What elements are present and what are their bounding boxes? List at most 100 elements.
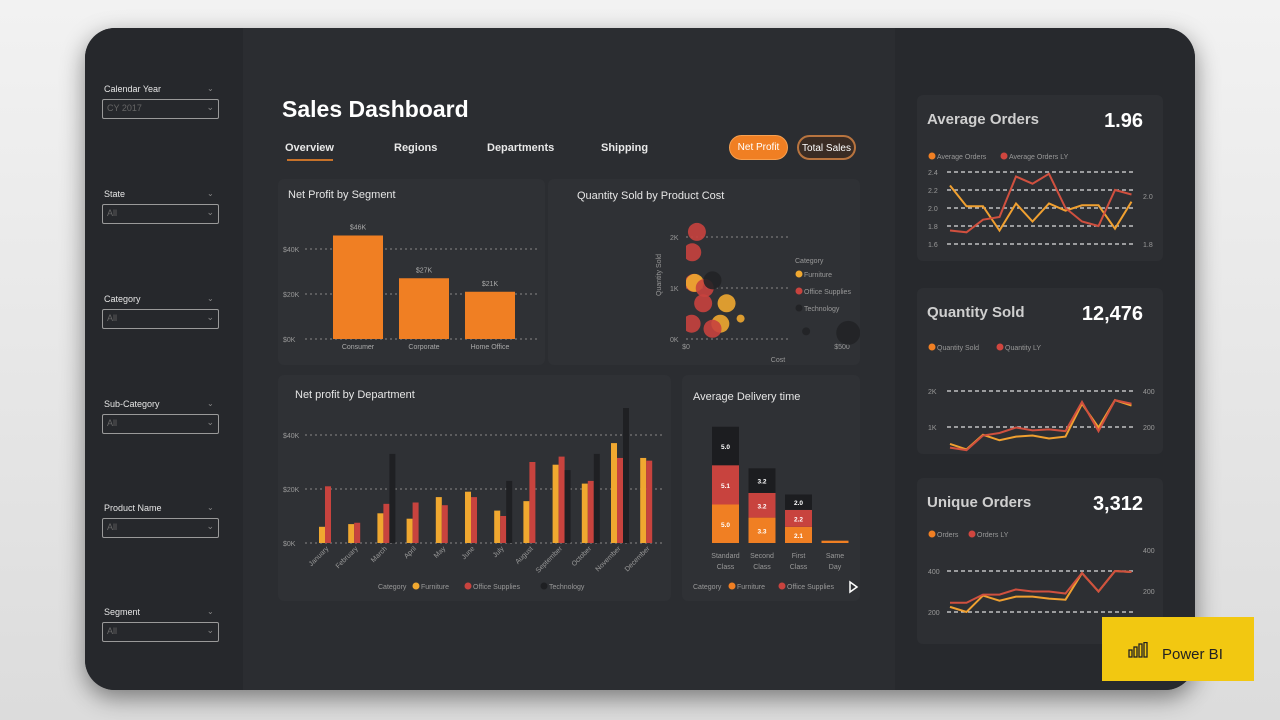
legend-dot [928, 152, 936, 160]
x-tick-label: Class [790, 564, 808, 571]
collapse-chevron-icon[interactable]: ⌄ [207, 294, 214, 303]
bar [587, 480, 594, 543]
collapse-chevron-icon[interactable]: ⌄ [207, 84, 214, 93]
total-sales-button[interactable]: Total Sales [797, 135, 856, 160]
filter-sidebar: Calendar Year ⌄ CY 2017 ⌄ State ⌄ All ⌄ Cate… [85, 28, 243, 690]
y2-tick-label: 400 [1143, 389, 1155, 396]
collapse-chevron-icon[interactable]: ⌄ [207, 189, 214, 198]
legend-dot [996, 343, 1004, 351]
scatter-point [686, 243, 702, 262]
bar [623, 408, 629, 543]
x-tick-label: $500 [834, 344, 850, 351]
x-tick-label: Standard [711, 553, 740, 560]
filter-dropdown[interactable]: All ⌄ [102, 518, 219, 538]
scatter-point [836, 320, 860, 345]
data-label: 2.2 [794, 516, 803, 523]
legend-title: Category [378, 584, 407, 591]
power-bi-badge: Power BI [1102, 617, 1254, 681]
power-bi-label: Power BI [1162, 646, 1223, 663]
x-tick-label: Consumer [342, 344, 375, 351]
x-tick-label: Class [717, 564, 735, 571]
y-tick-label: 2.2 [928, 188, 938, 195]
net-profit-button[interactable]: Net Profit [729, 135, 788, 160]
bar [333, 235, 383, 339]
y-tick-label: 2K [670, 235, 679, 242]
legend-dot [728, 582, 736, 590]
dashboard-window: Calendar Year ⌄ CY 2017 ⌄ State ⌄ All ⌄ Cate… [85, 28, 1195, 690]
legend-label: Office Supplies [804, 289, 851, 296]
y-axis-title: Quantity Sold [656, 254, 663, 296]
legend-dot [928, 530, 936, 538]
bar [552, 464, 559, 543]
data-label: 5.1 [721, 483, 730, 490]
y2-tick-label: 2.0 [1143, 194, 1153, 201]
x-tick-label: May [433, 545, 448, 560]
collapse-chevron-icon[interactable]: ⌄ [207, 503, 214, 512]
last-year-line [949, 398, 1132, 452]
bar [494, 510, 501, 543]
data-label: 3.3 [757, 528, 766, 535]
bar [500, 516, 507, 543]
filter-label: State [104, 189, 126, 199]
y-tick-label: $20K [283, 487, 300, 494]
filter-value: All [107, 626, 118, 636]
stacked-segment [821, 540, 849, 543]
stacked-segment [712, 504, 739, 543]
legend-label: Office Supplies [473, 584, 520, 591]
chevron-down-icon: ⌄ [206, 417, 214, 427]
x-tick-label: June [461, 545, 477, 561]
tab-shipping[interactable]: Shipping [601, 142, 649, 154]
scatter-point [703, 271, 722, 290]
scatter-point [802, 327, 811, 336]
kpi-value: 12,476 [1081, 303, 1143, 325]
bar [617, 457, 623, 543]
bar [399, 278, 449, 339]
y2-tick-label: 200 [1143, 425, 1155, 432]
x-tick-label: October [571, 545, 594, 568]
segment-bar-chart: $0K $20K $40K $46K Consumer $27K Corporate $21K… [283, 225, 540, 351]
data-label: 2.1 [794, 533, 803, 540]
bar [506, 480, 513, 543]
filter-label: Category [104, 294, 141, 304]
y-tick-label: 2.0 [928, 206, 938, 213]
delivery-stacked-chart: 5.0 5.1 5.0 Standard Class 3.3 3.2 3.2 Second Cla… [693, 426, 859, 594]
legend-label: Furniture [804, 272, 832, 279]
collapse-chevron-icon[interactable]: ⌄ [207, 399, 214, 408]
x-tick-label: April [403, 545, 418, 560]
bar [465, 491, 471, 543]
filter-dropdown[interactable]: All ⌄ [102, 204, 219, 224]
y-tick-label: $20K [283, 292, 300, 299]
chevron-down-icon: ⌄ [206, 312, 214, 322]
tab-departments[interactable]: Departments [487, 142, 555, 154]
next-page-arrow-icon[interactable] [849, 580, 859, 594]
y-tick-label: 2.4 [928, 170, 938, 177]
filter-dropdown[interactable]: All ⌄ [102, 622, 219, 642]
stacked-segment [748, 468, 776, 493]
filter-dropdown[interactable]: All ⌄ [102, 309, 219, 329]
x-tick-label: First [792, 553, 806, 560]
bar [611, 443, 617, 543]
filter-dropdown[interactable]: All ⌄ [102, 414, 219, 434]
legend-dot [795, 270, 803, 278]
bar [406, 518, 413, 543]
scatter-point [703, 319, 722, 338]
scatter-point [687, 222, 706, 241]
tab-regions[interactable]: Regions [394, 142, 438, 154]
y-tick-label: $0K [283, 541, 296, 548]
legend-dot [795, 287, 803, 295]
bar [523, 501, 530, 543]
legend-dot [928, 343, 936, 351]
data-label: $21K [482, 281, 499, 288]
kpi-card: Average Orders 1.96 Average Orders Averag… [917, 95, 1163, 261]
tab-overview[interactable]: Overview [285, 142, 334, 154]
collapse-chevron-icon[interactable]: ⌄ [207, 607, 214, 616]
filter-dropdown[interactable]: CY 2017 ⌄ [102, 99, 219, 119]
bar [558, 456, 565, 543]
bar [348, 524, 355, 543]
stacked-segment [712, 465, 739, 505]
legend-label: Quantity Sold [937, 345, 979, 352]
x-tick-label: Corporate [408, 344, 439, 351]
y-tick-label: 1K [670, 286, 679, 293]
y-tick-label: 1K [928, 425, 937, 432]
